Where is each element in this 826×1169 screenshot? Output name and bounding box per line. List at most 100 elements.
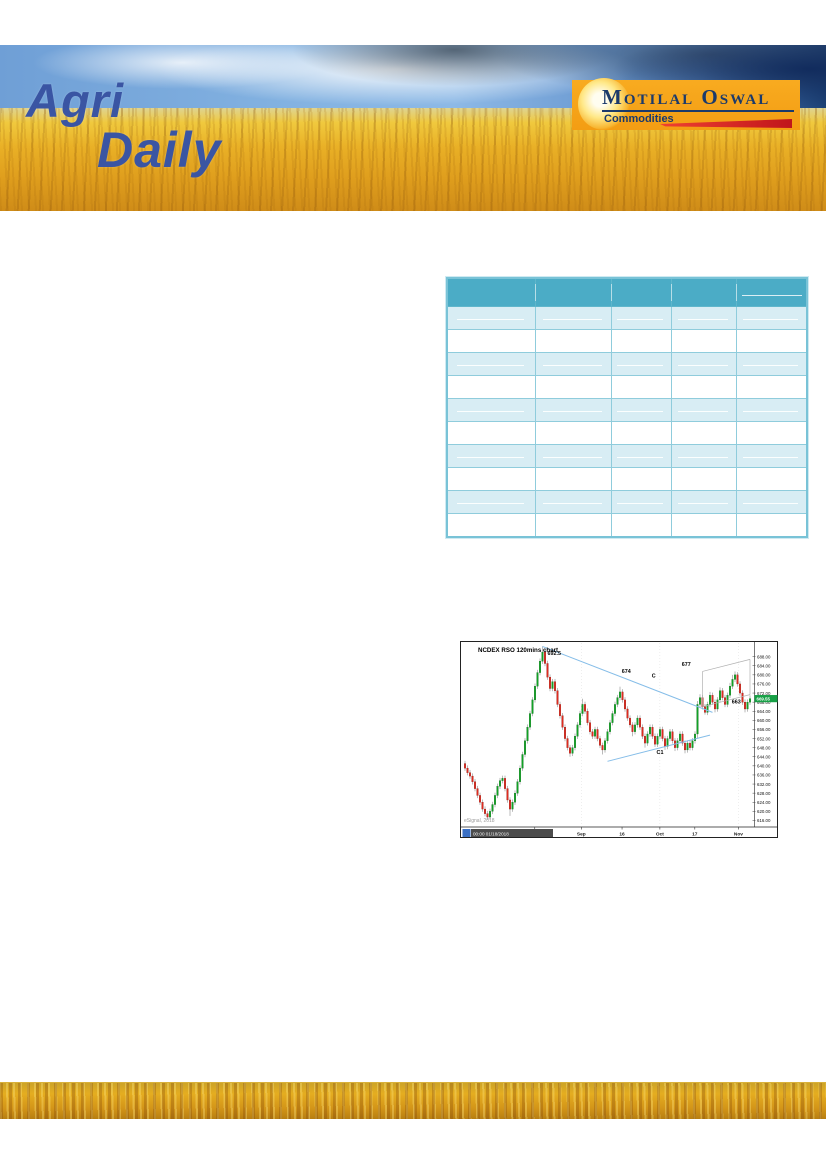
table-cell (610, 398, 672, 422)
table-row (446, 513, 808, 538)
table-cell (735, 490, 808, 514)
table-cell (735, 444, 808, 468)
table-cell (446, 375, 536, 399)
masthead-daily: Daily (97, 122, 222, 178)
table-cell (534, 444, 612, 468)
motilal-oswal-logo: Motilal Oswal Commodities (572, 78, 800, 130)
table-cell (534, 398, 612, 422)
table-cell (670, 329, 737, 353)
table-cell (735, 467, 808, 491)
svg-text:660.00: 660.00 (757, 718, 771, 723)
table-cell (670, 306, 737, 330)
footer-banner (0, 1082, 826, 1119)
svg-text:Nov: Nov (734, 832, 743, 838)
table-cell (534, 375, 612, 399)
svg-text:688.00: 688.00 (757, 654, 771, 659)
table-row (446, 398, 808, 422)
svg-text:616.00: 616.00 (757, 818, 771, 823)
header-banner: Agri Daily Motilal Oswal Commodities (0, 45, 826, 211)
table-cell (534, 490, 612, 514)
table-cell (446, 329, 536, 353)
svg-text:664.00: 664.00 (757, 709, 771, 714)
svg-text:624.00: 624.00 (757, 800, 771, 805)
candlestick-chart-svg: 692.5 674 C 677 663 C1 688.00 684.00 680.00 676.0… (460, 641, 778, 838)
table-cell (534, 467, 612, 491)
table-cell (446, 421, 536, 445)
market-summary-table (445, 276, 809, 539)
svg-text:648.00: 648.00 (757, 745, 771, 750)
table-cell (670, 444, 737, 468)
table-cell (446, 513, 536, 538)
table-cell (610, 444, 672, 468)
table-cell (446, 490, 536, 514)
table-header-cell (670, 277, 737, 307)
table-cell (534, 421, 612, 445)
table-cell (534, 329, 612, 353)
table-cell (446, 467, 536, 491)
svg-text:656.00: 656.00 (757, 727, 771, 732)
table-cell (610, 375, 672, 399)
svg-text:628.00: 628.00 (757, 791, 771, 796)
masthead-agri: Agri (26, 74, 124, 127)
table-cell (670, 352, 737, 376)
table-cell (610, 306, 672, 330)
svg-text:672.00: 672.00 (757, 691, 771, 696)
table-cell (735, 352, 808, 376)
svg-text:Sep: Sep (577, 832, 586, 838)
table-cell (610, 421, 672, 445)
svg-text:652.00: 652.00 (757, 736, 771, 741)
table-cell (534, 306, 612, 330)
table-cell (735, 398, 808, 422)
table-row (446, 375, 808, 399)
svg-text:644.00: 644.00 (757, 754, 771, 759)
svg-text:C: C (652, 674, 656, 680)
market-summary-table-wrap (445, 276, 809, 539)
price-chart: 692.5 674 C 677 663 C1 688.00 684.00 680.00 676.0… (460, 641, 778, 838)
table-cell (670, 490, 737, 514)
svg-text:636.00: 636.00 (757, 773, 771, 778)
svg-text:632.00: 632.00 (757, 782, 771, 787)
svg-text:640.00: 640.00 (757, 764, 771, 769)
table-cell (670, 467, 737, 491)
table-header-row (446, 277, 808, 307)
svg-text:663: 663 (732, 700, 741, 706)
table-cell (610, 490, 672, 514)
table-cell (735, 306, 808, 330)
sun-icon (578, 78, 630, 130)
svg-text:674: 674 (622, 669, 631, 675)
table-row (446, 421, 808, 445)
table-cell (446, 398, 536, 422)
table-row (446, 467, 808, 491)
table-header-cell (735, 277, 808, 307)
table-cell (446, 444, 536, 468)
table-cell (610, 352, 672, 376)
logo-company-name: Motilal Oswal (602, 85, 794, 112)
table-row (446, 352, 808, 376)
svg-text:692.5: 692.5 (548, 651, 562, 657)
svg-text:677: 677 (682, 662, 691, 668)
table-cell (610, 513, 672, 538)
svg-text:620.00: 620.00 (757, 809, 771, 814)
table-cell (610, 467, 672, 491)
svg-text:680.00: 680.00 (757, 673, 771, 678)
svg-text:676.00: 676.00 (757, 682, 771, 687)
table-header-cell (534, 277, 612, 307)
table-cell (735, 513, 808, 538)
table-cell (670, 375, 737, 399)
table-cell (735, 375, 808, 399)
svg-text:C1: C1 (657, 750, 664, 756)
logo-division-name: Commodities (604, 113, 674, 125)
svg-text:eSignal, 2018: eSignal, 2018 (464, 818, 495, 824)
table-row (446, 306, 808, 330)
svg-text:Oct: Oct (656, 832, 664, 838)
table-header-cell (446, 277, 536, 307)
table-header-cell (610, 277, 672, 307)
red-swoosh-graphic (660, 119, 792, 128)
svg-text:NCDEX RSO 120mins chart: NCDEX RSO 120mins chart (478, 647, 558, 654)
table-cell (670, 398, 737, 422)
table-cell (670, 513, 737, 538)
svg-text:668.00: 668.00 (757, 700, 771, 705)
svg-text:16: 16 (619, 832, 625, 838)
table-cell (534, 352, 612, 376)
